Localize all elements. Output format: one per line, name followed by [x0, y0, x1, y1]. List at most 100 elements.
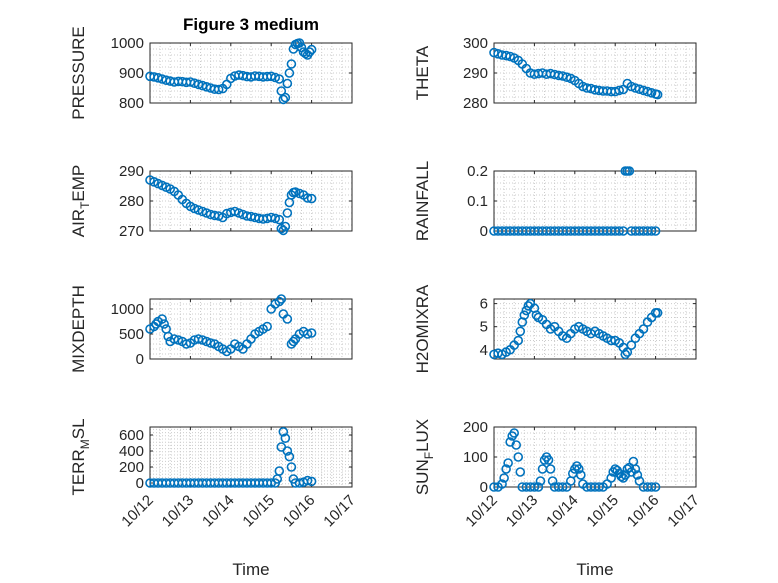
y-tick-label: 4	[480, 342, 488, 359]
subplot-2-theta: 280 290 300 THETA	[413, 35, 697, 112]
axes-box	[493, 298, 697, 360]
data-point	[646, 226, 657, 236]
y-tick-label: 1000	[111, 35, 144, 52]
y-axis-label-text: SL	[69, 418, 88, 439]
data-point	[274, 296, 285, 307]
data-point	[630, 464, 641, 474]
y-tick-label: 0	[136, 475, 144, 492]
data-point	[306, 44, 317, 55]
y-tick-label: 800	[119, 95, 144, 112]
data-point	[519, 310, 530, 320]
x-axis-label-right: Time	[576, 560, 613, 579]
y-axis-label: H2OMIXRA	[413, 284, 432, 373]
y-axis-label: MIXDEPTH	[69, 285, 88, 373]
y-tick-label: 0.2	[467, 163, 488, 180]
data-point	[501, 464, 511, 474]
data-point	[497, 479, 507, 489]
x-tick-label: 10/16	[280, 492, 319, 531]
y-tick-label: 300	[463, 35, 488, 52]
data-point	[545, 464, 556, 474]
y-axis-label-text: THETA	[413, 45, 432, 100]
data-point	[557, 482, 568, 492]
data-point	[503, 458, 513, 468]
y-tick-label: 270	[119, 223, 144, 240]
y-axis-label-text: PRESSURE	[69, 26, 88, 120]
data-point	[278, 94, 289, 105]
data-point	[280, 433, 291, 444]
data-point	[278, 426, 289, 437]
data-point	[282, 78, 293, 89]
y-tick-label: 600	[119, 427, 144, 444]
data-point	[306, 193, 317, 204]
y-axis-label: PRESSURE	[69, 26, 88, 120]
x-tick-label: 10/14	[199, 492, 238, 531]
data-point	[274, 74, 285, 84]
data-point	[509, 428, 520, 438]
data-point	[650, 482, 661, 492]
y-axis-label-subscript: M	[78, 439, 92, 449]
y-axis-label-text: RAINFALL	[413, 161, 432, 241]
y-tick-label: 280	[463, 95, 488, 112]
data-point	[284, 68, 295, 78]
data-point	[614, 85, 625, 96]
data-point	[535, 476, 546, 486]
subplot-5-mixdepth: 0 500 1000 MIXDEPTH	[69, 285, 353, 373]
data-point	[646, 482, 657, 492]
x-tick-label: 10/14	[543, 492, 582, 531]
data-point	[302, 475, 313, 486]
x-axis-label-left: Time	[232, 560, 269, 579]
data-point	[280, 221, 291, 232]
data-point	[622, 347, 633, 357]
data-point	[159, 319, 169, 329]
y-tick-label: 200	[463, 419, 488, 436]
data-point	[282, 208, 293, 218]
data-point	[652, 308, 663, 318]
y-tick-label: 290	[119, 163, 144, 180]
data-point	[543, 455, 554, 465]
data-point	[205, 338, 216, 348]
x-tick-label: 10/13	[503, 492, 542, 531]
y-axis-label: AIRTEMP	[69, 165, 92, 238]
data-point	[282, 446, 293, 456]
subplot-8-sun: 0 100 200 10/12 10/13 10/14 10/15 10/16 10/17 SUN…	[413, 419, 703, 531]
x-tick-label: 10/15	[239, 492, 278, 531]
x-tick-label: 10/12	[118, 492, 157, 531]
y-axis-label-text: LUX	[413, 419, 432, 452]
data-point	[306, 328, 317, 338]
y-axis-label: RAINFALL	[413, 161, 432, 241]
data-point	[594, 482, 604, 492]
data-point	[266, 71, 277, 82]
data-point	[513, 335, 524, 346]
figure-title: Figure 3 medium	[183, 15, 319, 34]
y-tick-label: 6	[480, 296, 488, 313]
y-axis-label: TERRMSL	[69, 418, 92, 495]
y-tick-label: 280	[119, 193, 144, 210]
y-tick-label: 1000	[111, 301, 144, 318]
data-point	[513, 452, 524, 462]
data-point	[286, 59, 297, 69]
y-axis-label-subscript: T	[78, 201, 92, 209]
data-point	[626, 340, 637, 350]
data-point	[606, 473, 616, 483]
y-tick-label: 0	[136, 351, 144, 368]
data-point	[157, 314, 167, 324]
y-tick-label: 900	[119, 65, 144, 82]
data-point	[302, 193, 313, 203]
data-point	[294, 38, 305, 48]
y-tick-label: 100	[463, 449, 488, 466]
data-point	[302, 329, 313, 339]
y-axis-label-text: MIXDEPTH	[69, 285, 88, 373]
data-point	[288, 336, 299, 347]
data-point	[533, 482, 544, 492]
data-point	[646, 88, 657, 98]
y-axis-label-text: EMP	[69, 165, 88, 202]
data-point	[531, 310, 542, 320]
data-point	[181, 339, 192, 349]
data-point	[276, 86, 287, 96]
data-point	[280, 92, 291, 103]
y-tick-label: 400	[119, 443, 144, 460]
data-point	[515, 467, 526, 477]
